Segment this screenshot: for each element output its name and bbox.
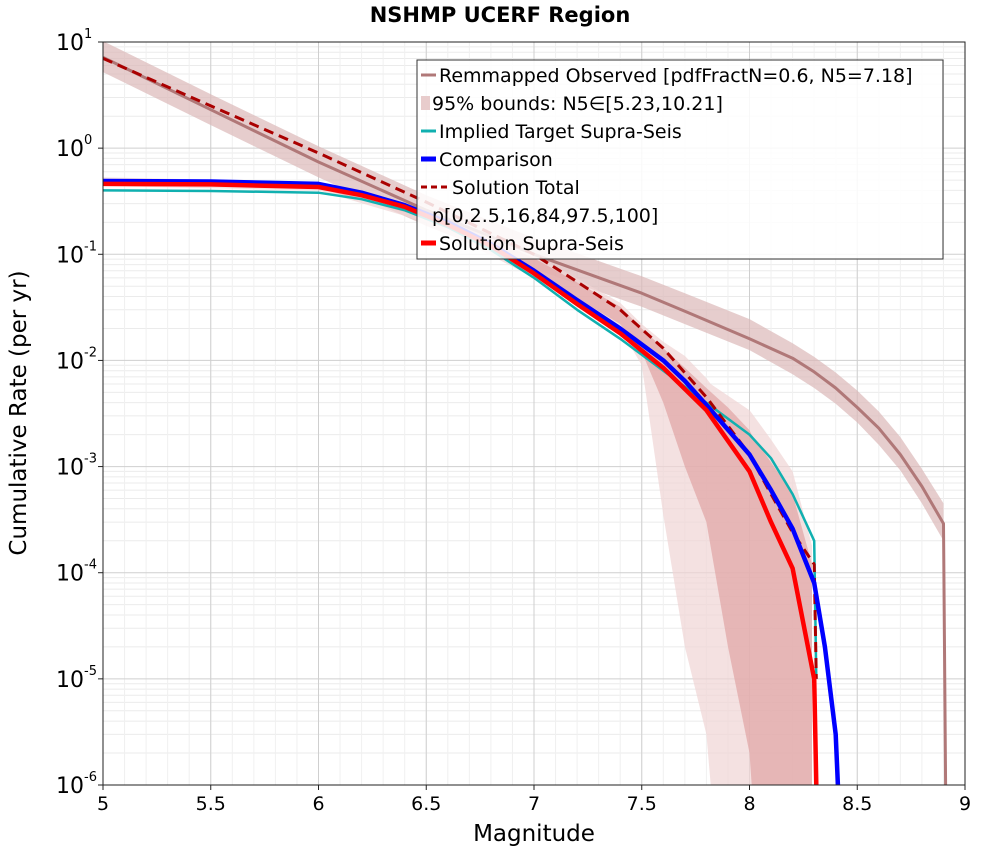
band-p-16-84-inner	[103, 179, 812, 785]
x-tick-label: 5	[97, 793, 109, 815]
series-line-implied	[103, 189, 818, 679]
chart-title: NSHMP UCERF Region	[370, 3, 631, 27]
y-tick-label: 10-5	[56, 664, 97, 693]
legend-label: Implied Target Supra-Seis	[439, 121, 682, 143]
y-tick-label: 10-4	[56, 558, 97, 587]
y-tick-label: 10-3	[56, 452, 97, 481]
band-95-bounds	[103, 42, 944, 541]
legend-label: Solution Total	[452, 177, 580, 199]
legend: Remmapped Observed [pdfFractN=0.6, N5=7.…	[416, 59, 944, 260]
legend-box	[416, 59, 944, 260]
series-line-comparison	[103, 178, 841, 785]
legend-label: Remmapped Observed [pdfFractN=0.6, N5=7.…	[439, 65, 913, 87]
y-axis-label: Cumulative Rate (per yr)	[6, 270, 32, 555]
x-axis-ticks: 5 5.5 6 6.5 7 7.5 8 8.5 9	[97, 785, 971, 815]
x-tick-label: 7	[528, 793, 540, 815]
x-tick-label: 9	[959, 793, 971, 815]
x-tick-label: 5.5	[196, 793, 226, 815]
y-tick-label: 100	[56, 133, 92, 162]
band-layer	[103, 42, 944, 785]
series-line-remmapped	[103, 55, 948, 785]
x-tick-label: 6.5	[411, 793, 441, 815]
x-tick-label: 6	[312, 793, 324, 815]
x-tick-label: 8	[743, 793, 755, 815]
legend-label: Comparison	[439, 149, 553, 171]
legend-swatch	[421, 96, 430, 110]
y-tick-label: 101	[56, 27, 92, 56]
x-axis-label: Magnitude	[473, 821, 595, 847]
legend-label: p[0,2.5,16,84,97.5,100]	[432, 205, 658, 227]
y-axis-ticks: 101 100 10-1 10-2 10-3 10-4 10-5 10-6	[56, 27, 103, 799]
series-layer	[103, 55, 948, 785]
y-tick-label: 10-1	[56, 239, 97, 268]
x-tick-label: 7.5	[627, 793, 657, 815]
legend-label: Solution Supra-Seis	[439, 233, 624, 255]
x-tick-label: 8.5	[842, 793, 872, 815]
y-tick-label: 10-2	[56, 345, 97, 374]
series-line-solution	[103, 181, 819, 785]
legend-label: 95% bounds: N5∈[5.23,10.21]	[432, 93, 723, 115]
y-tick-label: 10-6	[56, 770, 97, 799]
